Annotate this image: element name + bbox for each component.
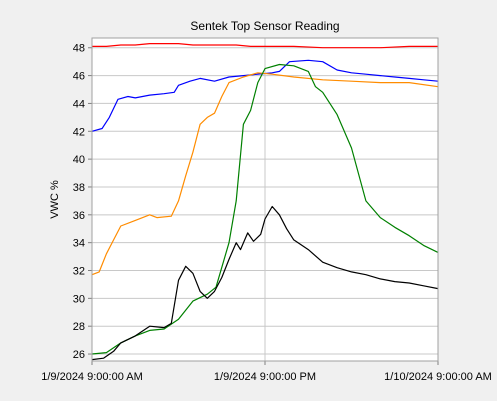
plot-frame <box>91 37 439 362</box>
x-tick-label: 1/9/2024 9:00:00 PM <box>214 371 316 383</box>
y-tick-label: 38 <box>73 182 85 194</box>
y-tick-label: 26 <box>73 349 85 361</box>
x-tick-label: 1/10/2024 9:00:00 AM <box>384 371 492 383</box>
y-tick-label: 46 <box>73 71 85 83</box>
y-tick-label: 40 <box>73 154 85 166</box>
y-tick-label: 34 <box>73 238 85 250</box>
y-tick-label: 42 <box>73 126 85 138</box>
series-line-2 <box>91 59 439 132</box>
x-tick-label: 1/9/2024 9:00:00 AM <box>41 371 143 383</box>
series-line-1 <box>92 43 438 49</box>
series-group <box>91 43 439 361</box>
y-tick-label: 36 <box>73 210 85 222</box>
series-line-5 <box>91 205 439 361</box>
y-tick-label: 28 <box>73 321 85 333</box>
y-axis-label: VWC % <box>49 180 61 219</box>
chart-title: Sentek Top Sensor Reading <box>190 19 339 33</box>
y-tick-labels: 26 28 30 32 34 36 38 40 42 44 46 48 <box>73 43 85 361</box>
y-tick-label: 32 <box>73 266 85 278</box>
series-line-4 <box>91 63 439 355</box>
y-tick-label: 44 <box>73 98 85 110</box>
series-line-3 <box>91 72 439 276</box>
y-tick-label: 48 <box>73 43 85 55</box>
y-tick-label: 30 <box>73 293 85 305</box>
x-tick-labels: 1/9/2024 9:00:00 AM 1/9/2024 9:00:00 PM 1/… <box>41 371 492 383</box>
